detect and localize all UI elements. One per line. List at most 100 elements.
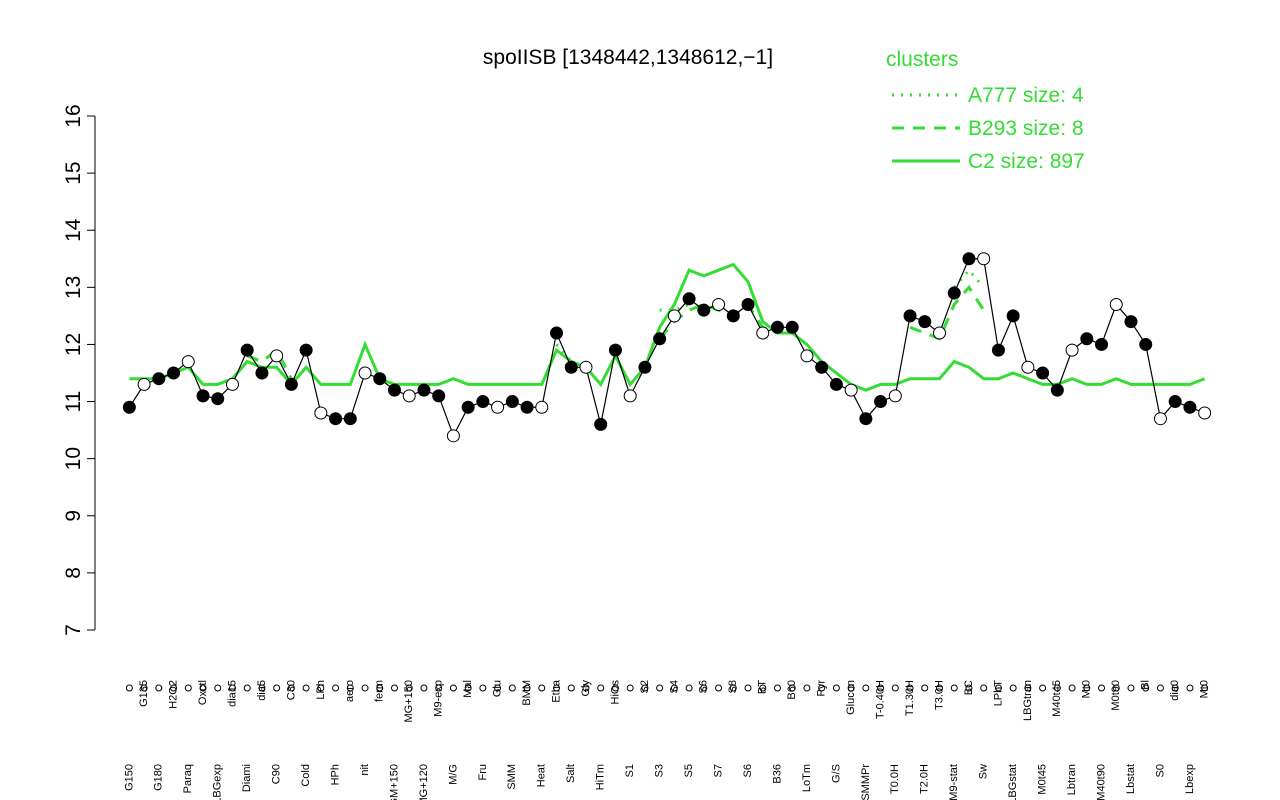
x-tick-label: S5 <box>683 764 695 777</box>
data-point <box>785 320 799 334</box>
x-tick-label: LPh <box>315 680 327 700</box>
data-point <box>446 429 460 443</box>
rug-point <box>317 684 325 692</box>
data-point <box>388 383 401 397</box>
rug-point <box>891 684 899 692</box>
x-tick-label: Mt0 <box>1199 680 1211 698</box>
rug-point <box>626 684 634 692</box>
rug-point <box>611 684 619 692</box>
rug-point <box>553 684 561 692</box>
rug-point <box>391 684 398 692</box>
data-point <box>623 389 637 403</box>
rug-point <box>1039 684 1047 692</box>
rug-point <box>243 684 251 692</box>
data-point <box>535 400 549 414</box>
x-tick-label: BMM <box>521 680 533 706</box>
y-tick-label: 10 <box>62 447 85 470</box>
data-point <box>726 309 740 323</box>
x-tick-label: C30 <box>285 680 297 700</box>
data-point <box>918 315 932 329</box>
rug-point <box>508 684 516 692</box>
x-tick-label: G180 <box>153 764 165 791</box>
data-point <box>550 326 564 340</box>
rug-point <box>862 684 870 692</box>
x-tick-label: dia0 <box>1169 680 1181 701</box>
data-point <box>1006 309 1020 323</box>
rug-point <box>818 684 826 692</box>
x-tick-label: Glucon <box>845 680 857 715</box>
cluster-line <box>953 267 985 289</box>
cluster-line <box>246 347 293 380</box>
rug-point <box>405 684 413 692</box>
x-tick-label: S3 <box>654 764 666 777</box>
x-tick-label: S7 <box>712 764 724 777</box>
data-point <box>240 343 254 357</box>
x-tick-label: LoTm <box>801 764 813 792</box>
rug-point <box>538 684 546 692</box>
rug-point <box>1112 684 1120 692</box>
x-tick-label: Etha <box>550 679 562 703</box>
legend-label: B293 size: 8 <box>968 117 1084 140</box>
rug-point <box>567 684 575 692</box>
data-point <box>358 366 372 380</box>
rug-point <box>965 684 973 692</box>
rug-point <box>1186 684 1194 692</box>
data-point <box>815 360 829 374</box>
rug-point <box>199 684 207 692</box>
data-point <box>1065 343 1079 357</box>
data-point <box>476 395 490 409</box>
data-point <box>638 360 652 374</box>
x-tick-label: S6 <box>698 680 710 693</box>
rug-point <box>420 684 428 692</box>
data-point <box>903 309 917 323</box>
x-tick-label: B36 <box>771 764 783 784</box>
x-tick-label: S6 <box>742 764 754 777</box>
data-point <box>196 389 210 403</box>
data-point <box>712 297 726 311</box>
rug-point <box>214 684 222 692</box>
y-tick-label: 11 <box>62 391 85 413</box>
data-point <box>329 412 343 426</box>
rug-point <box>936 684 943 692</box>
rug-point <box>1201 684 1209 692</box>
data-point <box>402 389 416 403</box>
rug-point <box>228 684 236 692</box>
x-tick-label: Mal <box>462 680 474 698</box>
x-tick-label: ferm <box>374 680 386 702</box>
x-tick-label: dia15 <box>226 680 238 707</box>
rug-point <box>1127 684 1135 692</box>
data-point <box>1036 366 1050 380</box>
x-tick-label: M0t45 <box>1037 764 1049 795</box>
x-tick-label: M9-stat <box>948 764 960 800</box>
rug-point <box>346 684 354 692</box>
rug-point <box>479 684 487 692</box>
x-tick-label: dia5 <box>256 680 268 701</box>
x-tick-label: H2O2 <box>167 680 179 709</box>
rug-point <box>582 684 590 692</box>
data-point <box>1021 360 1035 374</box>
x-tick-label: Lbexp <box>1184 764 1196 794</box>
rug-point <box>273 684 281 692</box>
data-point <box>888 389 902 403</box>
data-point <box>1050 383 1064 397</box>
x-tick-label: G/S <box>830 764 842 783</box>
x-tick-label: BT <box>757 680 769 694</box>
x-tick-label: Pyr <box>816 680 828 697</box>
x-tick-label: G150 <box>123 764 135 791</box>
data-point <box>859 412 873 426</box>
rug-point <box>980 684 988 692</box>
x-tick-label: HiTm <box>595 764 607 790</box>
x-tick-label: M9-exp <box>433 680 445 717</box>
data-point <box>977 252 991 266</box>
data-point <box>608 343 622 357</box>
rug-point <box>1083 684 1091 692</box>
rug-point <box>715 684 723 692</box>
x-tick-label: S1 <box>624 764 636 777</box>
x-tick-label: Paraq <box>182 764 194 793</box>
data-point <box>314 406 328 420</box>
data-point <box>137 377 151 391</box>
x-tick-label: G135 <box>138 680 150 707</box>
data-point <box>1168 395 1182 409</box>
data-point <box>682 292 696 306</box>
x-tick-label: aero <box>344 680 356 702</box>
